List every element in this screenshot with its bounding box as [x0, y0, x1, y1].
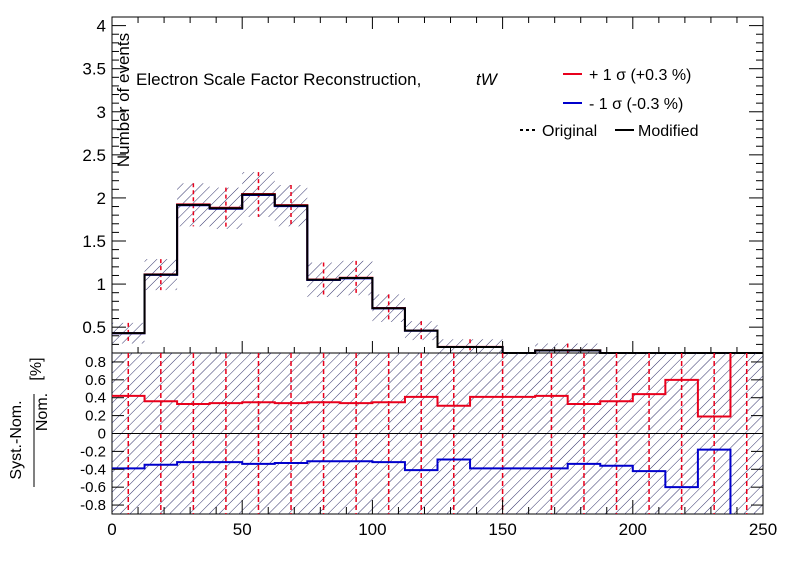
- ratio-y-tick-label: -0.2: [80, 443, 106, 460]
- ratio-y-tick-label: -0.4: [80, 461, 106, 478]
- y-tick-label: 1.5: [82, 232, 106, 251]
- x-tick-label: 250: [749, 520, 777, 539]
- lower-y-axis: -0.8-0.6-0.4-0.200.20.40.60.8: [80, 354, 763, 514]
- annotation-process: tW: [476, 70, 499, 89]
- ratio-label-denominator: Nom.: [34, 393, 51, 431]
- annotation: Electron Scale Factor Reconstruction, tW: [136, 70, 499, 89]
- ratio-label-numerator: Syst.-Nom.: [8, 400, 25, 479]
- stat-error-box: [535, 343, 601, 353]
- legend-modified-label: Modified: [638, 123, 698, 140]
- y-tick-label: 3: [97, 103, 106, 122]
- ratio-y-axis-label: Syst.-Nom. Nom. [%]: [8, 357, 51, 487]
- ratio-y-tick-label: 0.2: [85, 408, 106, 425]
- upper-panel: 0.5 1 1.5 2 2.5 3 3.5 4 Number of events Electr…: [82, 16, 764, 354]
- lower-panel: -0.8-0.6-0.4-0.200.20.40.60.8 0 50 100 150 2…: [8, 353, 777, 539]
- y-tick-label: 2.5: [82, 146, 106, 165]
- upper-x-ticks: [111, 17, 764, 353]
- y-tick-label: 2: [97, 189, 106, 208]
- y-tick-label: 0.5: [82, 318, 106, 337]
- ratio-y-tick-label: 0.8: [85, 354, 106, 371]
- ratio-y-tick-label: -0.6: [80, 479, 106, 496]
- x-tick-label: 150: [488, 520, 516, 539]
- annotation-text: Electron Scale Factor Reconstruction,: [136, 70, 421, 89]
- legend: + 1 σ (+0.3 %) - 1 σ (-0.3 %) Original M…: [520, 67, 698, 140]
- x-tick-label: 50: [233, 520, 252, 539]
- x-tick-label: 200: [619, 520, 647, 539]
- y-tick-label: 1: [97, 275, 106, 294]
- y-tick-label: 4: [97, 17, 106, 36]
- ratio-y-tick-label: -0.8: [80, 497, 106, 514]
- upper-y-axis: 0.5 1 1.5 2 2.5 3 3.5 4: [82, 17, 763, 345]
- ratio-y-tick-label: 0: [98, 426, 106, 443]
- legend-up-label: + 1 σ (+0.3 %): [589, 67, 691, 84]
- ratio-label-unit: [%]: [28, 357, 45, 380]
- y-axis-label: Number of events: [114, 33, 133, 167]
- legend-original-label: Original: [542, 123, 597, 140]
- ratio-y-tick-label: 0.6: [85, 372, 106, 389]
- x-tick-label: 100: [358, 520, 386, 539]
- y-tick-label: 3.5: [82, 60, 106, 79]
- lower-x-axis: 0 50 100 150 200 250: [107, 500, 777, 539]
- ratio-y-tick-label: 0.4: [85, 390, 106, 407]
- legend-down-label: - 1 σ (-0.3 %): [589, 96, 683, 113]
- x-tick-label: 0: [107, 520, 116, 539]
